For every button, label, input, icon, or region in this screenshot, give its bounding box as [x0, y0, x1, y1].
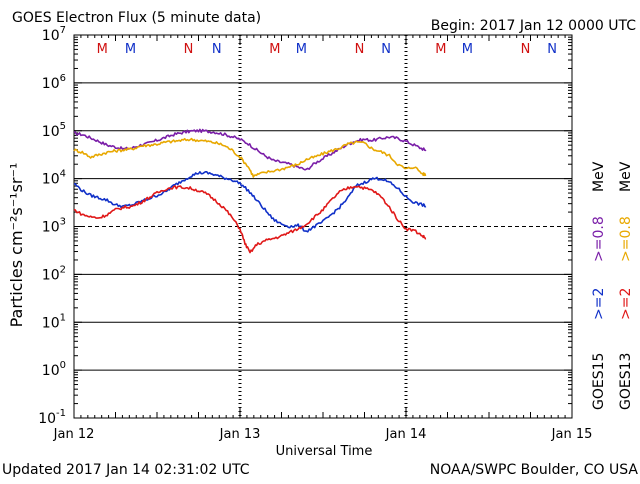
crossing-marker: M — [125, 42, 136, 57]
x-axis-label: Universal Time — [276, 444, 373, 459]
x-tick-label: Jan 14 — [385, 427, 427, 442]
series-line — [73, 171, 427, 233]
chart-title: GOES Electron Flux (5 minute data) — [12, 10, 261, 26]
y-tick-label: 102 — [42, 264, 66, 283]
y-tick-label: 107 — [42, 25, 66, 44]
legend: GOES15 >=2 >=0.8 MeV GOES13 >=2 >=0.8 Me… — [591, 161, 634, 410]
series-line — [73, 137, 427, 178]
credit-text: NOAA/SWPC Boulder, CO USA — [430, 462, 639, 478]
crossing-marker: M — [97, 42, 108, 57]
crossing-marker: N — [212, 42, 222, 57]
crossing-marker: N — [547, 42, 557, 57]
series-line — [73, 128, 427, 171]
legend-goes13-ge2: >=2 — [618, 288, 634, 320]
y-tick-label: 10-1 — [38, 408, 66, 427]
crossing-marker: M — [296, 42, 307, 57]
x-tick-label: Jan 13 — [219, 427, 261, 442]
y-tick-label: 101 — [42, 312, 66, 331]
y-tick-label: 104 — [42, 169, 66, 188]
crossing-marker: N — [521, 42, 531, 57]
begin-label: Begin: 2017 Jan 12 0000 UTC — [431, 18, 636, 34]
updated-timestamp: Updated 2017 Jan 14 02:31:02 UTC — [2, 462, 250, 478]
x-tick-label: Jan 15 — [551, 427, 593, 442]
legend-goes15-ge2: >=2 — [591, 288, 607, 320]
y-tick-label: 105 — [42, 121, 66, 140]
y-axis-label: Particles cm⁻²s⁻¹sr⁻¹ — [7, 163, 26, 328]
crossing-marker: M — [462, 42, 473, 57]
y-tick-label: 100 — [42, 360, 66, 379]
legend-goes13-ge08: >=0.8 — [618, 216, 634, 262]
crossing-marker: N — [355, 42, 365, 57]
y-tick-label: 106 — [42, 73, 66, 92]
legend-goes15-ge08: >=0.8 — [591, 216, 607, 262]
legend-goes13-mev: MeV — [618, 161, 634, 192]
crossing-marker: N — [381, 42, 391, 57]
crossing-marker: M — [435, 42, 446, 57]
y-tick-label: 103 — [42, 217, 66, 236]
legend-goes15-mev: MeV — [591, 161, 607, 192]
legend-goes13-label: GOES13 — [618, 353, 634, 410]
legend-goes15-label: GOES15 — [591, 353, 607, 410]
x-tick-label: Jan 12 — [53, 427, 95, 442]
crossing-marker: N — [184, 42, 194, 57]
series-line — [73, 185, 427, 254]
crossing-marker: M — [269, 42, 280, 57]
